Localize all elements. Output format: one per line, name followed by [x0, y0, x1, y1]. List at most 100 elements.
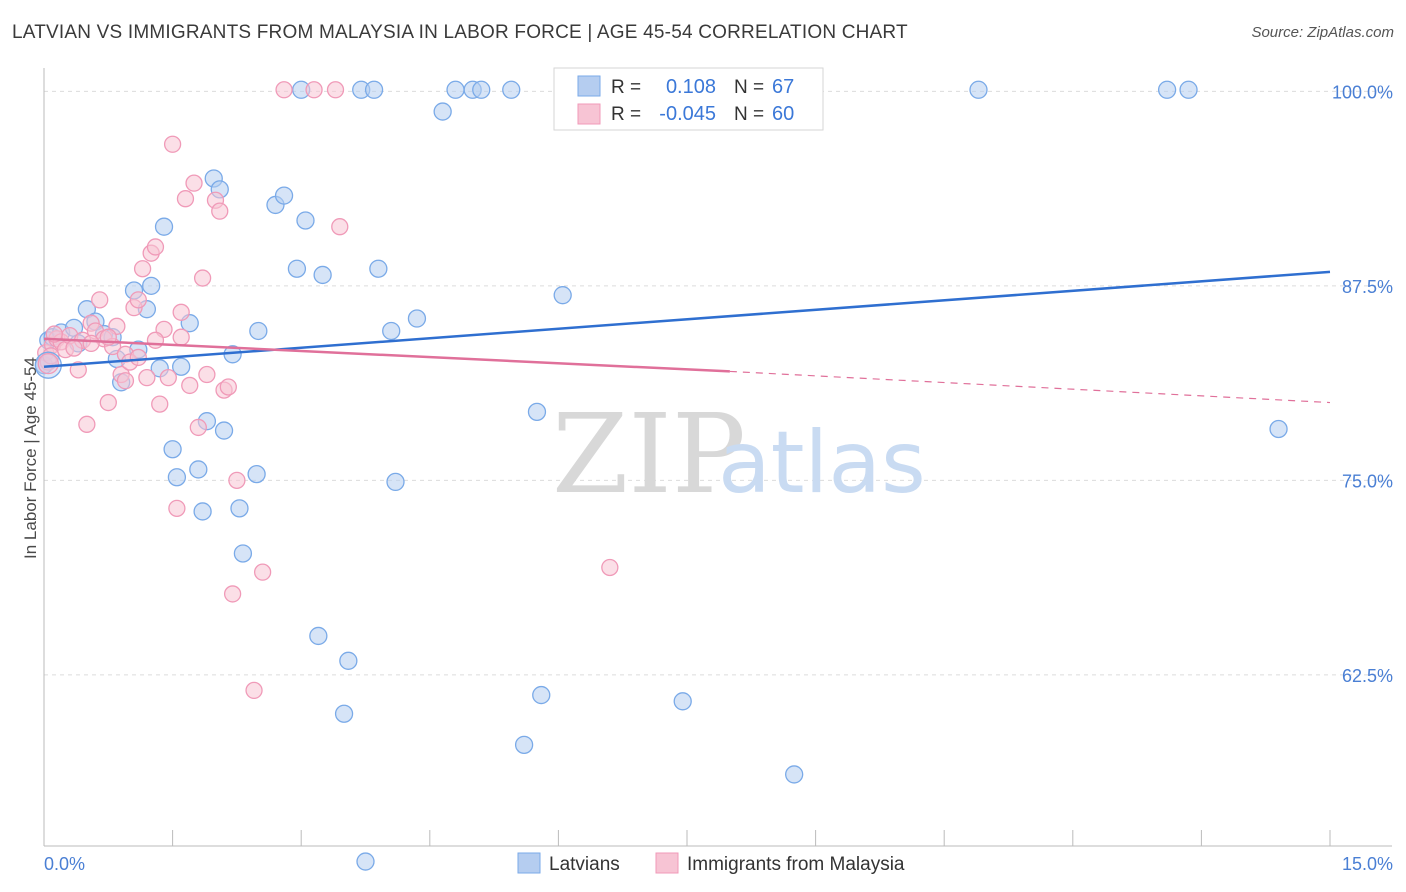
malaysia-point [69, 361, 87, 379]
stats-n-value-malaysia: 60 [772, 103, 794, 125]
latvians-point [969, 80, 988, 99]
stats-n-label-latvians: N = [734, 77, 764, 98]
latvians-point [386, 472, 405, 492]
stats-r-label-malaysia: R = [611, 104, 641, 125]
malaysia-point [37, 352, 59, 375]
malaysia-point [193, 269, 212, 287]
malaysia-point [223, 585, 242, 603]
y-tick-label: 62.5% [1342, 666, 1393, 686]
malaysia-point [275, 81, 293, 99]
chart-title: LATVIAN VS IMMIGRANTS FROM MALAYSIA IN L… [12, 22, 908, 43]
latvians-point [356, 852, 375, 871]
trend-layer [43, 270, 1331, 404]
latvians-point [230, 499, 249, 518]
points-layer [34, 80, 1288, 871]
legend-label-latvians: Latvians [549, 854, 620, 875]
malaysia-trendline-extension [729, 370, 1331, 404]
x-tick-label: 15.0% [1342, 854, 1393, 874]
malaysia-point [181, 376, 199, 395]
source-credit: Source: ZipAtlas.com [1251, 24, 1394, 41]
malaysia-point [99, 393, 117, 412]
latvians-point [142, 276, 161, 295]
legend-label-malaysia: Immigrants from Malaysia [687, 854, 905, 875]
malaysia-point [146, 238, 165, 256]
malaysia-point [91, 291, 109, 309]
stats-r-label-latvians: R = [611, 77, 641, 98]
malaysia-point [245, 681, 263, 700]
latvians-point [296, 211, 315, 230]
latvians-point [1269, 419, 1288, 439]
grid-layer [44, 90, 1392, 676]
malaysia-point [163, 135, 182, 153]
latvians-trendline [43, 270, 1331, 368]
malaysia-point [168, 499, 186, 517]
latvians-point [193, 502, 212, 521]
latvians-point [249, 321, 268, 341]
malaysia-point [228, 471, 246, 489]
latvians-point [382, 321, 401, 341]
latvians-point [274, 186, 294, 205]
malaysia-point [172, 328, 190, 346]
y-tick-label: 87.5% [1342, 277, 1393, 297]
malaysia-point [129, 348, 147, 367]
y-tick-label: 100.0% [1332, 82, 1393, 102]
y-tick-label: 75.0% [1342, 471, 1393, 491]
x-tick-label: 0.0% [44, 854, 85, 874]
malaysia-point [211, 202, 229, 220]
watermark-zip: ZIP [552, 390, 746, 518]
latvians-point [1179, 80, 1198, 99]
malaysia-point [219, 378, 237, 396]
latvians-point [407, 309, 427, 328]
axis-layer [43, 68, 1392, 847]
latvians-point [527, 402, 547, 422]
stats-swatch-malaysia [577, 103, 601, 125]
malaysia-point [172, 303, 190, 321]
legend-swatch-malaysia [655, 852, 679, 874]
malaysia-point [326, 81, 345, 99]
latvians-point [553, 286, 572, 305]
latvians-point [287, 259, 307, 278]
latvians-point [514, 735, 534, 755]
malaysia-point [116, 372, 135, 390]
malaysia-point [65, 339, 83, 357]
malaysia-point [198, 365, 216, 384]
latvians-point [339, 651, 358, 670]
malaysia-point [331, 218, 349, 236]
stats-n-value-latvians: 67 [772, 76, 794, 98]
legend-swatch-latvians [517, 852, 541, 874]
tick-layer: 100.0% 87.5% 75.0% 62.5% 0.0% 15.0% [44, 82, 1393, 874]
latvians-point [502, 80, 521, 99]
malaysia-trendline [43, 337, 730, 373]
malaysia-point [253, 563, 272, 581]
latvians-point [1157, 80, 1177, 99]
latvians-point [163, 440, 182, 459]
malaysia-point [159, 368, 177, 387]
latvians-point [247, 464, 266, 484]
stats-r-value-latvians: 0.108 [666, 76, 716, 98]
watermark-atlas: atlas [718, 413, 926, 513]
latvians-point [309, 626, 328, 646]
stats-box: R = 0.108 N = 67 R = -0.045 N = 60 [553, 67, 824, 131]
latvians-point [189, 460, 208, 479]
latvians-point [472, 80, 491, 99]
malaysia-point [305, 81, 323, 99]
malaysia-point [133, 260, 152, 278]
malaysia-point [146, 331, 165, 349]
latvians-point [233, 544, 253, 563]
latvians-point [532, 685, 551, 705]
stats-n-label-malaysia: N = [734, 104, 764, 125]
legend: Latvians Immigrants from Malaysia [517, 852, 905, 875]
latvians-point [334, 704, 354, 723]
latvians-point [154, 217, 174, 236]
malaysia-point [129, 291, 147, 309]
latvians-point [214, 421, 234, 440]
latvians-point [172, 357, 191, 376]
y-axis-label: In Labor Force | Age 45-54 [21, 357, 40, 559]
malaysia-point [82, 334, 100, 353]
malaysia-point [601, 558, 619, 577]
latvians-point [785, 765, 804, 784]
latvians-point [433, 102, 452, 121]
malaysia-point [78, 415, 96, 433]
latvians-point [167, 468, 187, 487]
